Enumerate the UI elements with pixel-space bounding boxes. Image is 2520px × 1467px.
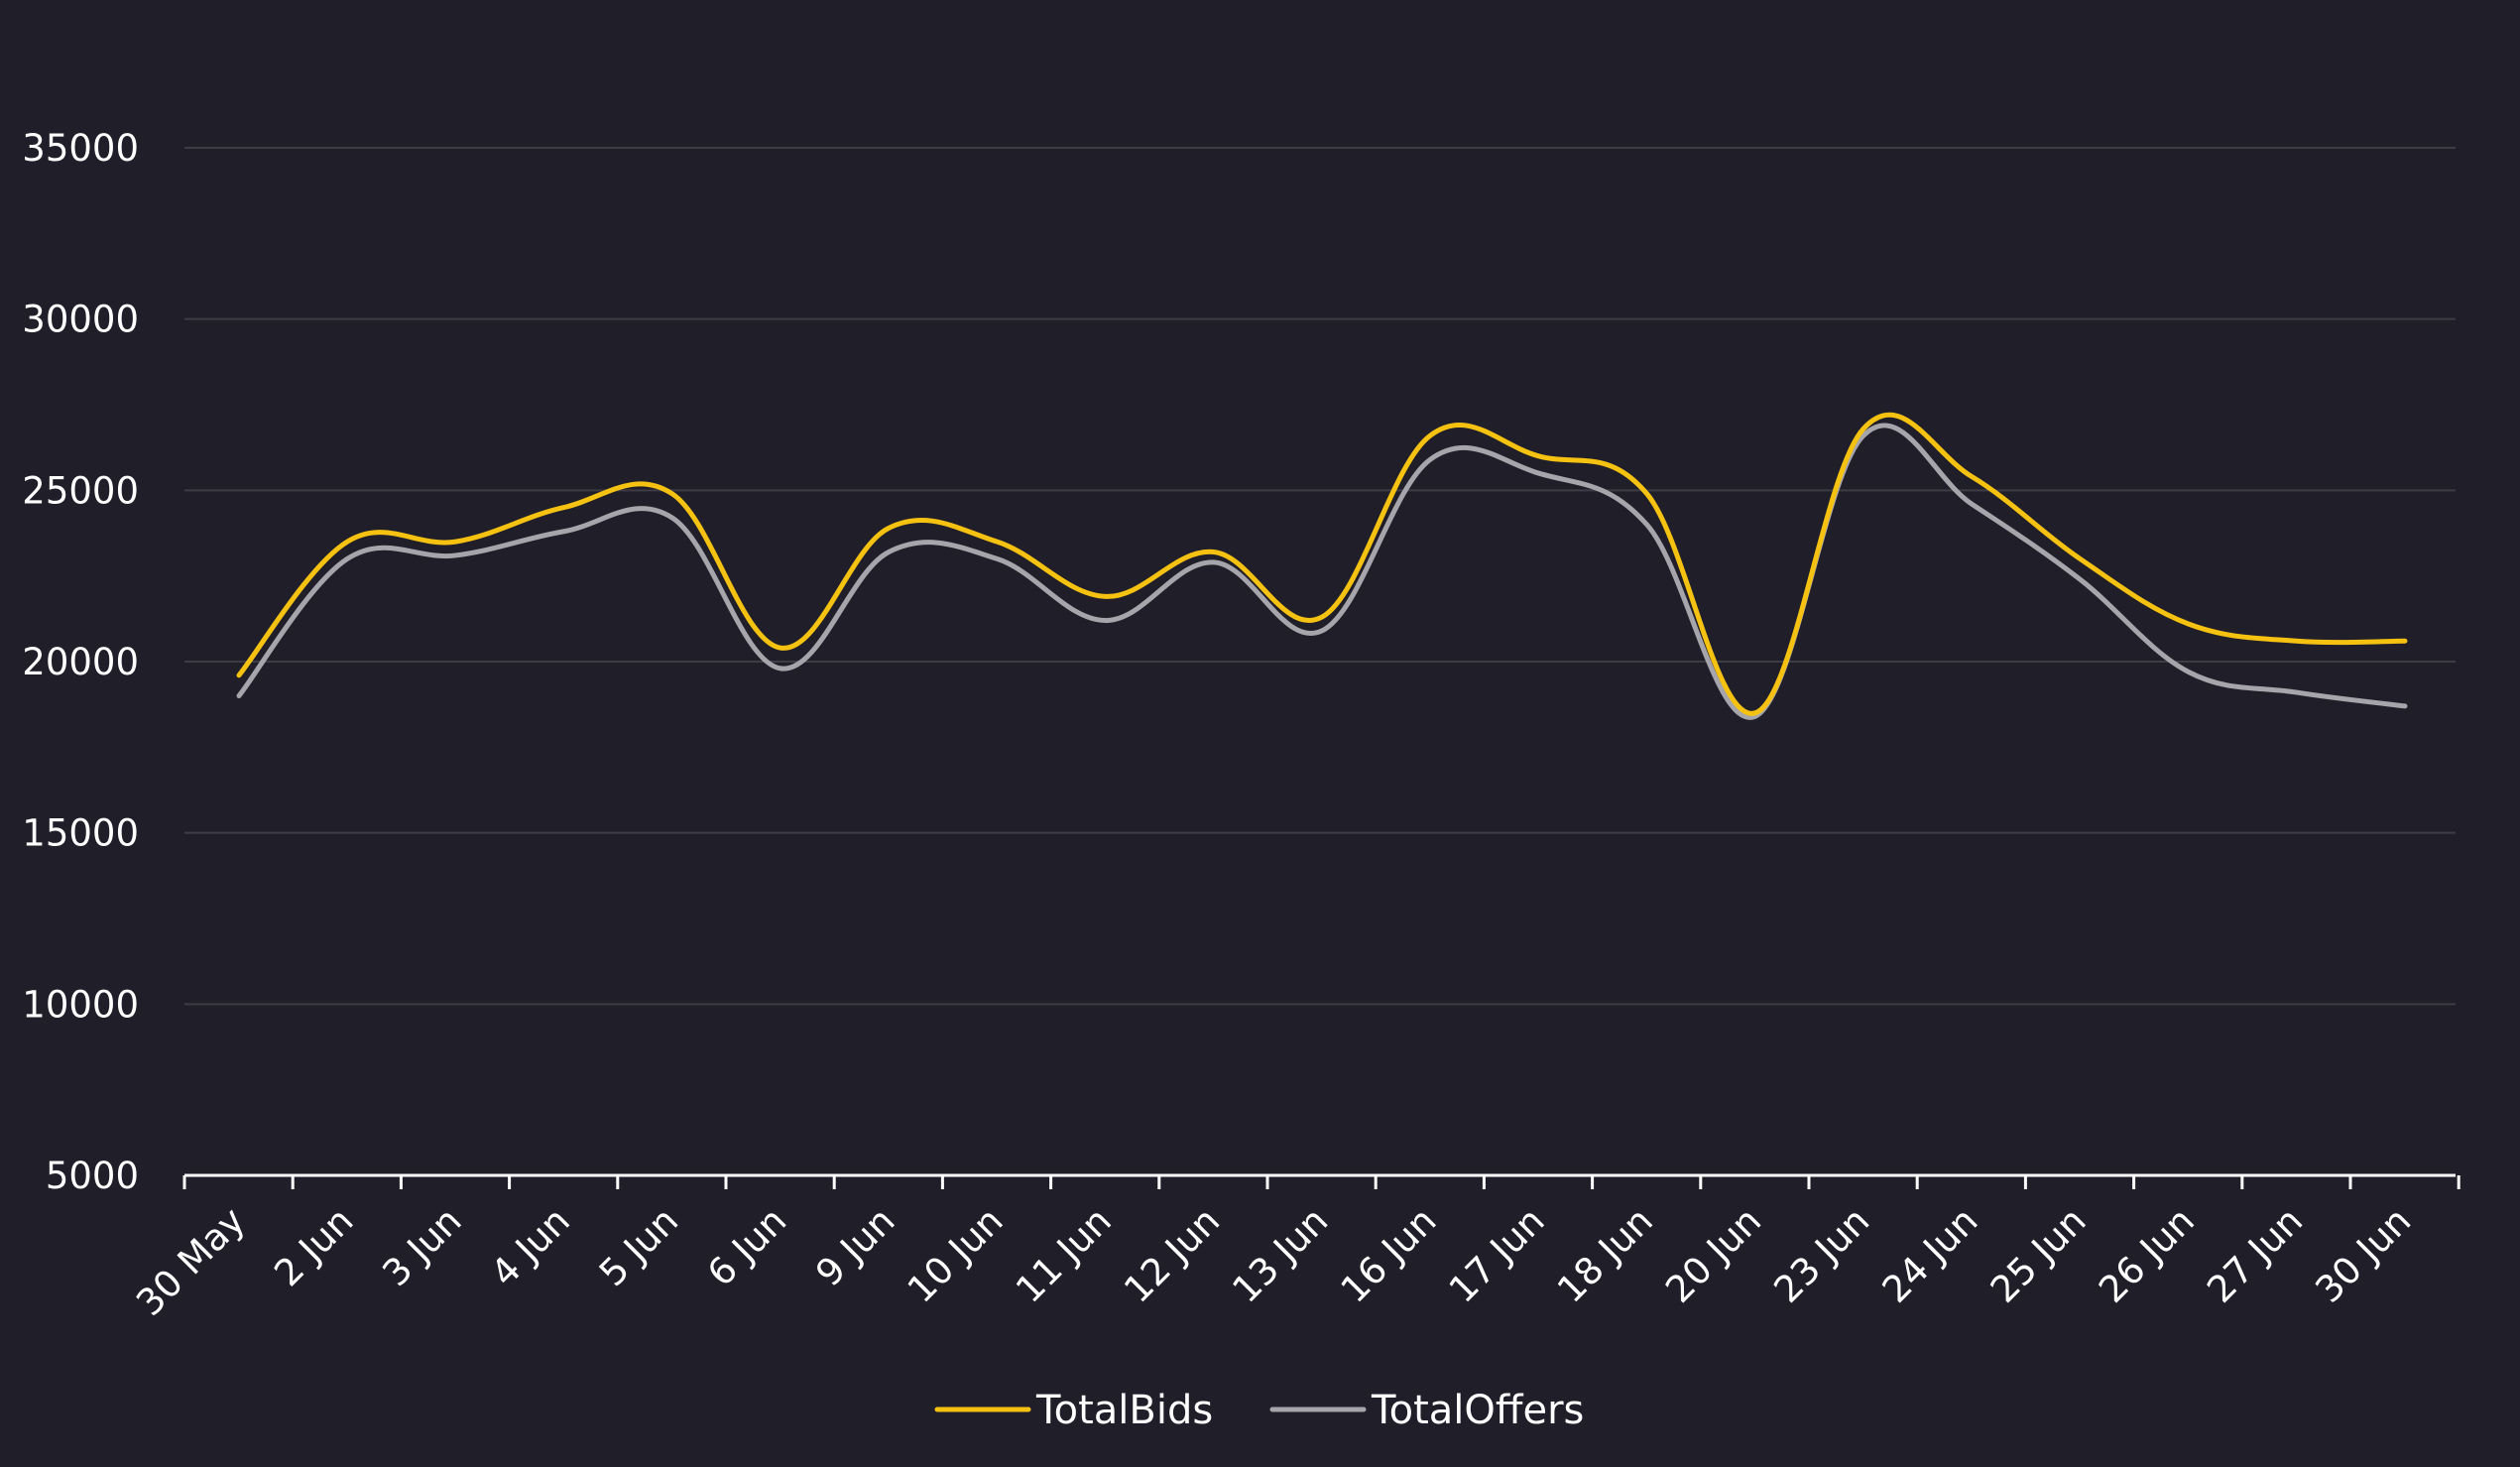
y-axis-tick-labels: 5000 10000 15000 20000 25000 30000 35000: [22, 127, 139, 1197]
series-line-totaloffers: [236, 423, 2408, 720]
y-tick-label: 35000: [22, 127, 139, 170]
y-tick-label: 5000: [46, 1155, 139, 1197]
legend-label-totalbids: TotalBids: [1035, 1388, 1213, 1433]
y-tick-label: 15000: [22, 812, 139, 855]
y-tick-label: 10000: [22, 983, 139, 1026]
x-axis: [182, 1173, 2460, 1189]
y-tick-label: 25000: [22, 469, 139, 512]
legend-label-totaloffers: TotalOffers: [1371, 1388, 1584, 1433]
series-lines: [236, 412, 2408, 720]
y-tick-label: 20000: [22, 641, 139, 683]
legend: TotalBids TotalOffers: [934, 1388, 1584, 1433]
gridlines: [184, 147, 2456, 1006]
series-line-totalbids: [236, 412, 2408, 716]
y-tick-label: 30000: [22, 299, 139, 341]
